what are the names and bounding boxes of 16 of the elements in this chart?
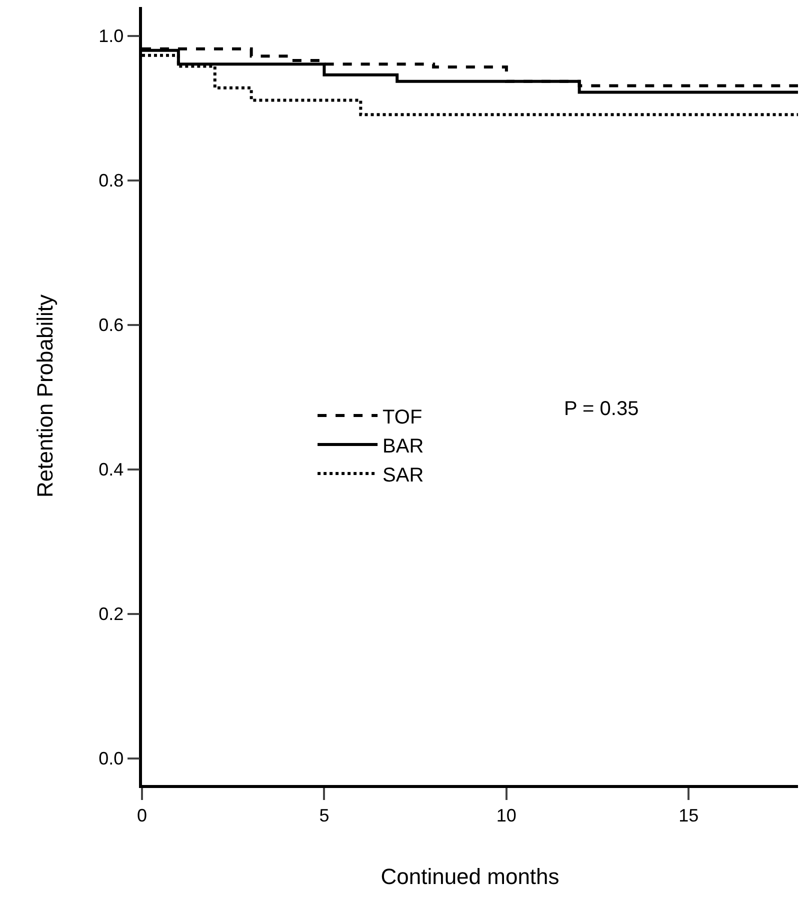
y-tick-label: 1.0 [98,26,124,46]
legend-label: SAR [382,464,424,486]
x-tick-label: 0 [136,805,148,826]
y-tick-label: 0.0 [98,748,124,769]
annotation: P = 0.35 [564,398,639,420]
y-tick-label: 0.8 [98,170,124,191]
y-tick-label: 0.6 [98,315,124,336]
x-tick-label: 10 [496,805,516,826]
y-tick-label: 0.2 [98,604,124,624]
y-tick-label: 0.4 [98,460,124,480]
x-tick-label: 15 [678,805,699,826]
legend-label: BAR [382,435,424,458]
y-axis-title: Retention Probability [32,294,58,498]
x-tick-label: 5 [319,805,330,826]
legend-label: TOF [382,406,422,428]
x-axis-title: Continued months [380,864,560,890]
